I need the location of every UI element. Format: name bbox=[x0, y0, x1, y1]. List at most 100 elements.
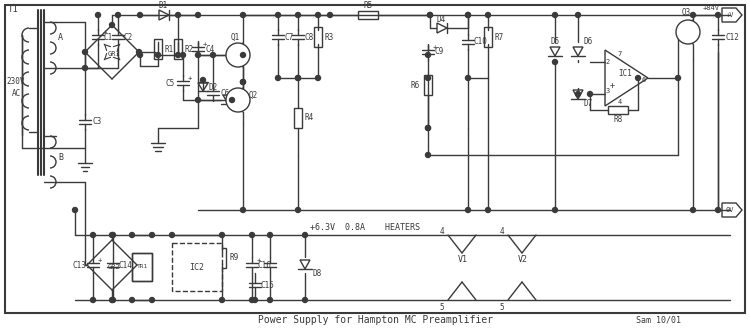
Text: C15: C15 bbox=[260, 281, 274, 290]
Bar bbox=[154, 39, 162, 59]
Text: V1: V1 bbox=[458, 256, 468, 265]
Text: 6: 6 bbox=[642, 77, 646, 83]
Circle shape bbox=[466, 13, 470, 17]
Circle shape bbox=[553, 208, 557, 213]
Circle shape bbox=[110, 22, 115, 28]
Circle shape bbox=[176, 13, 181, 17]
Text: V2: V2 bbox=[518, 256, 528, 265]
Text: +: + bbox=[98, 257, 102, 263]
Polygon shape bbox=[159, 10, 169, 20]
Text: +6.3V  0.8A    HEATERS: +6.3V 0.8A HEATERS bbox=[310, 222, 420, 232]
Circle shape bbox=[425, 125, 430, 131]
Circle shape bbox=[226, 43, 250, 67]
Circle shape bbox=[110, 233, 116, 238]
Circle shape bbox=[302, 233, 307, 238]
Text: D1: D1 bbox=[158, 2, 168, 11]
Text: +: + bbox=[256, 257, 261, 263]
Text: R4: R4 bbox=[304, 114, 313, 122]
Polygon shape bbox=[573, 47, 583, 56]
Circle shape bbox=[110, 297, 115, 302]
Circle shape bbox=[136, 49, 142, 55]
Text: R8: R8 bbox=[614, 114, 622, 123]
Circle shape bbox=[275, 75, 280, 81]
Circle shape bbox=[110, 233, 115, 238]
Circle shape bbox=[110, 297, 116, 302]
Text: R6: R6 bbox=[410, 81, 420, 89]
Polygon shape bbox=[550, 47, 560, 56]
Circle shape bbox=[691, 13, 695, 17]
Text: 3: 3 bbox=[606, 88, 610, 94]
Text: C7: C7 bbox=[284, 33, 294, 41]
Text: C12: C12 bbox=[725, 33, 739, 41]
Text: 230V: 230V bbox=[7, 78, 26, 87]
Circle shape bbox=[220, 233, 224, 238]
Polygon shape bbox=[722, 8, 742, 22]
Bar bbox=[358, 11, 378, 19]
Circle shape bbox=[137, 13, 142, 17]
Text: Q3: Q3 bbox=[681, 8, 691, 16]
Text: IC1: IC1 bbox=[618, 68, 632, 78]
Text: Q2: Q2 bbox=[248, 90, 258, 99]
Text: C16: C16 bbox=[257, 261, 271, 269]
Circle shape bbox=[196, 97, 200, 103]
Circle shape bbox=[241, 80, 245, 85]
Text: C4: C4 bbox=[206, 44, 214, 54]
Circle shape bbox=[73, 208, 77, 213]
Circle shape bbox=[296, 75, 301, 81]
Circle shape bbox=[296, 75, 301, 81]
Circle shape bbox=[82, 65, 88, 70]
Circle shape bbox=[137, 53, 142, 58]
Circle shape bbox=[466, 75, 470, 81]
Text: +V: +V bbox=[726, 12, 734, 18]
Circle shape bbox=[716, 208, 721, 213]
Text: C10: C10 bbox=[473, 38, 487, 46]
Text: GR1: GR1 bbox=[108, 51, 120, 57]
Circle shape bbox=[296, 208, 301, 213]
Text: +84V: +84V bbox=[703, 5, 720, 11]
Circle shape bbox=[302, 297, 307, 302]
Polygon shape bbox=[722, 203, 742, 217]
Text: 4: 4 bbox=[500, 227, 504, 237]
Circle shape bbox=[691, 208, 695, 213]
Circle shape bbox=[130, 233, 134, 238]
Text: +: + bbox=[433, 44, 437, 50]
Circle shape bbox=[425, 125, 430, 131]
Circle shape bbox=[250, 297, 254, 302]
Circle shape bbox=[130, 297, 134, 302]
Text: C3: C3 bbox=[92, 117, 102, 126]
Text: +: + bbox=[103, 29, 107, 35]
Circle shape bbox=[200, 78, 206, 83]
Circle shape bbox=[241, 53, 245, 58]
Circle shape bbox=[220, 297, 224, 302]
Bar bbox=[484, 27, 492, 47]
Circle shape bbox=[226, 88, 250, 112]
Text: D8: D8 bbox=[312, 268, 322, 277]
Text: 5: 5 bbox=[500, 303, 504, 313]
Polygon shape bbox=[198, 83, 208, 91]
Circle shape bbox=[676, 75, 680, 81]
Bar bbox=[218, 248, 226, 268]
Circle shape bbox=[553, 60, 557, 64]
Text: D7: D7 bbox=[584, 98, 592, 108]
Text: C9: C9 bbox=[434, 47, 444, 57]
Circle shape bbox=[268, 297, 272, 302]
Circle shape bbox=[425, 53, 430, 58]
Circle shape bbox=[82, 49, 88, 55]
Text: R2: R2 bbox=[184, 44, 194, 54]
Circle shape bbox=[466, 13, 470, 17]
Text: D4: D4 bbox=[436, 14, 445, 23]
Circle shape bbox=[170, 233, 175, 238]
Circle shape bbox=[196, 13, 200, 17]
Circle shape bbox=[211, 53, 215, 58]
Text: +: + bbox=[188, 75, 192, 81]
Circle shape bbox=[95, 13, 100, 17]
Circle shape bbox=[241, 13, 245, 17]
Circle shape bbox=[427, 13, 433, 17]
Bar bbox=[132, 253, 152, 281]
Circle shape bbox=[316, 75, 320, 81]
Circle shape bbox=[553, 13, 557, 17]
Text: R5: R5 bbox=[363, 2, 373, 11]
Text: D2: D2 bbox=[209, 83, 218, 91]
Circle shape bbox=[275, 13, 280, 17]
Text: R1: R1 bbox=[164, 44, 173, 54]
